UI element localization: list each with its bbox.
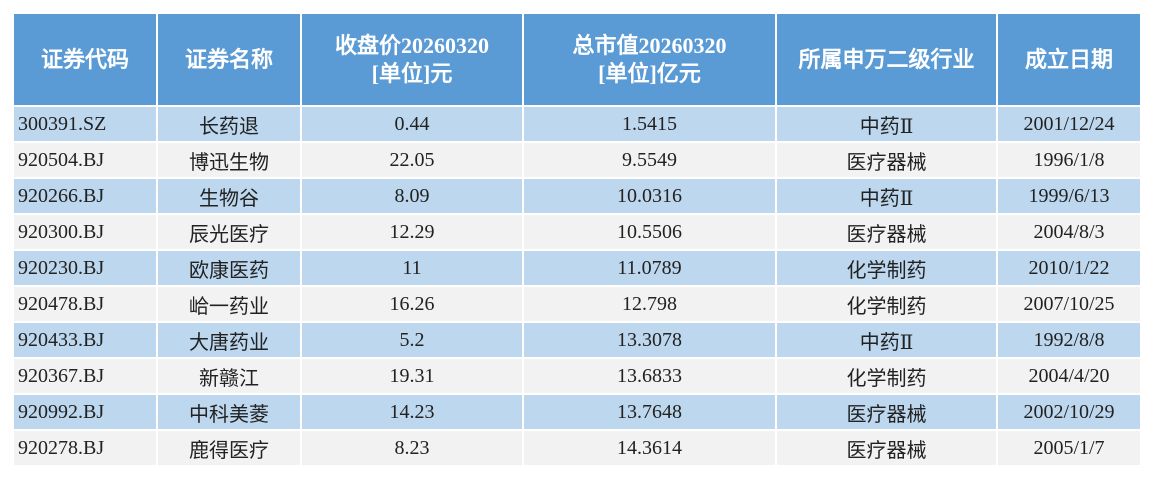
table-cell: 13.3078 [524, 323, 775, 357]
table-body: 300391.SZ 长药退 0.44 1.5415 中药Ⅱ 2001/12/24 92050… [14, 107, 1140, 465]
table-row: 920300.BJ 辰光医疗 12.29 10.5506 医疗器械 2004/8/3 [14, 215, 1140, 249]
table-cell: 22.05 [302, 143, 522, 177]
table-cell: 920278.BJ [14, 431, 156, 465]
table-cell: 1999/6/13 [998, 179, 1140, 213]
table-cell: 920992.BJ [14, 395, 156, 429]
table-row: 920266.BJ 生物谷 8.09 10.0316 中药Ⅱ 1999/6/13 [14, 179, 1140, 213]
table-cell: 化学制药 [777, 359, 996, 393]
table-cell: 920433.BJ [14, 323, 156, 357]
table-cell: 2010/1/22 [998, 251, 1140, 285]
table-cell: 鹿得医疗 [158, 431, 300, 465]
table-cell: 11 [302, 251, 522, 285]
table-row: 300391.SZ 长药退 0.44 1.5415 中药Ⅱ 2001/12/24 [14, 107, 1140, 141]
table-cell: 中药Ⅱ [777, 323, 996, 357]
table-cell: 新赣江 [158, 359, 300, 393]
table-cell: 8.23 [302, 431, 522, 465]
table-cell: 2001/12/24 [998, 107, 1140, 141]
table-cell: 12.798 [524, 287, 775, 321]
table-cell: 峆一药业 [158, 287, 300, 321]
table-cell: 10.0316 [524, 179, 775, 213]
table-row: 920278.BJ 鹿得医疗 8.23 14.3614 医疗器械 2005/1/7 [14, 431, 1140, 465]
table-cell: 10.5506 [524, 215, 775, 249]
table-cell: 14.23 [302, 395, 522, 429]
table-cell: 16.26 [302, 287, 522, 321]
header-cell: 成立日期 [998, 14, 1140, 105]
table-cell: 医疗器械 [777, 431, 996, 465]
table-cell: 920230.BJ [14, 251, 156, 285]
table-cell: 19.31 [302, 359, 522, 393]
header-cell: 证券代码 [14, 14, 156, 105]
table-cell: 8.09 [302, 179, 522, 213]
table-cell: 2004/8/3 [998, 215, 1140, 249]
table-cell: 2007/10/25 [998, 287, 1140, 321]
table-cell: 0.44 [302, 107, 522, 141]
table-cell: 2002/10/29 [998, 395, 1140, 429]
table-cell: 2005/1/7 [998, 431, 1140, 465]
header-row: 证券代码 证券名称 收盘价20260320 [单位]元 总市值20260320 [单位… [14, 14, 1140, 105]
table-cell: 11.0789 [524, 251, 775, 285]
table-cell: 1996/1/8 [998, 143, 1140, 177]
table-cell: 生物谷 [158, 179, 300, 213]
table-cell: 12.29 [302, 215, 522, 249]
table-cell: 辰光医疗 [158, 215, 300, 249]
table-cell: 5.2 [302, 323, 522, 357]
table-cell: 920367.BJ [14, 359, 156, 393]
table-cell: 长药退 [158, 107, 300, 141]
table-row: 920478.BJ 峆一药业 16.26 12.798 化学制药 2007/10/25 [14, 287, 1140, 321]
table-row: 920367.BJ 新赣江 19.31 13.6833 化学制药 2004/4/20 [14, 359, 1140, 393]
table-cell: 1992/8/8 [998, 323, 1140, 357]
table-cell: 920300.BJ [14, 215, 156, 249]
table-cell: 1.5415 [524, 107, 775, 141]
header-cell: 总市值20260320 [单位]亿元 [524, 14, 775, 105]
table-cell: 13.7648 [524, 395, 775, 429]
table-cell: 化学制药 [777, 251, 996, 285]
table-cell: 大唐药业 [158, 323, 300, 357]
table-cell: 300391.SZ [14, 107, 156, 141]
table-cell: 欧康医药 [158, 251, 300, 285]
table-cell: 中药Ⅱ [777, 107, 996, 141]
table-row: 920504.BJ 博迅生物 22.05 9.5549 医疗器械 1996/1/8 [14, 143, 1140, 177]
table-cell: 9.5549 [524, 143, 775, 177]
table-cell: 中科美菱 [158, 395, 300, 429]
header-cell: 证券名称 [158, 14, 300, 105]
table-cell: 920478.BJ [14, 287, 156, 321]
table-cell: 医疗器械 [777, 395, 996, 429]
table-cell: 920266.BJ [14, 179, 156, 213]
table-cell: 化学制药 [777, 287, 996, 321]
header-cell: 收盘价20260320 [单位]元 [302, 14, 522, 105]
table-cell: 医疗器械 [777, 215, 996, 249]
table-row: 920230.BJ 欧康医药 11 11.0789 化学制药 2010/1/22 [14, 251, 1140, 285]
table-cell: 2004/4/20 [998, 359, 1140, 393]
table-cell: 920504.BJ [14, 143, 156, 177]
table-row: 920433.BJ 大唐药业 5.2 13.3078 中药Ⅱ 1992/8/8 [14, 323, 1140, 357]
table-cell: 博迅生物 [158, 143, 300, 177]
table-cell: 14.3614 [524, 431, 775, 465]
data-table: 证券代码 证券名称 收盘价20260320 [单位]元 总市值20260320 [单位… [12, 12, 1142, 467]
table-cell: 13.6833 [524, 359, 775, 393]
table-cell: 中药Ⅱ [777, 179, 996, 213]
table-cell: 医疗器械 [777, 143, 996, 177]
header-cell: 所属申万二级行业 [777, 14, 996, 105]
table-row: 920992.BJ 中科美菱 14.23 13.7648 医疗器械 2002/10/29 [14, 395, 1140, 429]
